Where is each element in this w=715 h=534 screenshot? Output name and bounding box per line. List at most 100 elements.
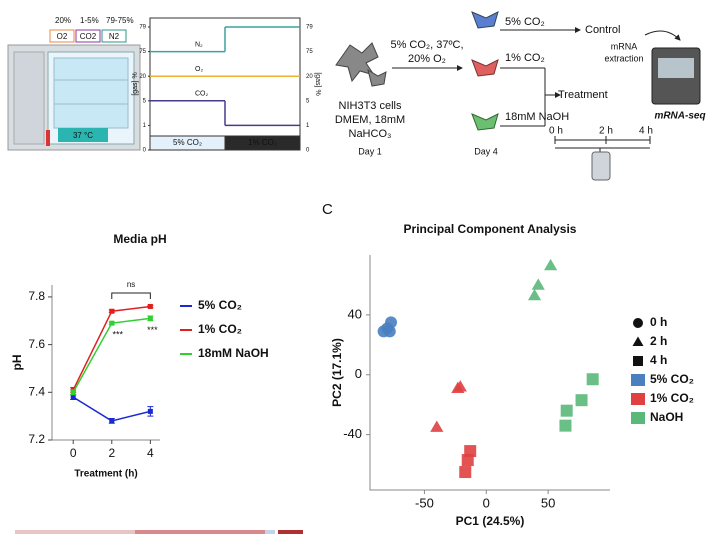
x-tick-label: 2 <box>108 446 115 460</box>
y-tick-label: 20 <box>139 74 146 80</box>
legend-label: 0 h <box>650 315 667 329</box>
chart-title: Principal Component Analysis <box>404 222 577 236</box>
data-point <box>383 325 396 338</box>
y2-tick-label: 75 <box>306 49 313 55</box>
workflow-arrows <box>392 27 681 155</box>
y-tick-label: 1 <box>143 123 147 129</box>
y-tick-label: 7.2 <box>28 432 45 446</box>
legend-label: 1% CO₂ <box>198 322 242 336</box>
legend-shape <box>632 336 644 346</box>
y-tick-label: 7.4 <box>28 384 45 398</box>
data-point <box>147 408 153 414</box>
legend-label: 1% CO₂ <box>650 391 694 405</box>
y-tick-label: 7.8 <box>28 289 45 303</box>
x-tick-label: 5% CO₂ <box>173 138 202 147</box>
x-tick-label: 4 <box>147 446 154 460</box>
y2-tick-label: 5 <box>306 98 310 104</box>
data-point <box>147 303 153 309</box>
condition-bar <box>224 135 301 151</box>
axis-line <box>369 255 610 491</box>
heatmap-strip <box>15 530 303 534</box>
y2-tick-label: 0 <box>306 148 310 154</box>
control-label: Control <box>585 24 620 36</box>
legend-label: NaOH <box>650 410 683 424</box>
legend-swatch <box>631 412 645 424</box>
legend-shape <box>633 318 643 328</box>
ph-meter <box>591 151 611 181</box>
time-label: 4 h <box>639 126 653 137</box>
data-line <box>72 396 151 422</box>
annotation: *** <box>113 330 124 340</box>
y-axis-label: PC2 (17.1%) <box>330 338 344 407</box>
data-point <box>461 454 474 467</box>
gas-label: CO2 <box>80 32 97 41</box>
flask-drawings <box>471 11 499 131</box>
cells-label: NIH3T3 cells <box>339 100 402 112</box>
annotation: *** <box>147 325 158 335</box>
data-point <box>586 373 599 386</box>
percent-label: 1-5% <box>80 16 99 25</box>
data-point <box>109 418 115 424</box>
series-label: O₂ <box>195 66 203 73</box>
branch-label: 1% CO₂ <box>505 52 545 64</box>
legend-label: 5% CO₂ <box>198 298 242 312</box>
percent-label: 20% <box>55 16 71 25</box>
data-point <box>459 466 472 479</box>
annotation: ns <box>127 280 135 289</box>
data-point <box>430 420 444 432</box>
sequencer-screen <box>658 58 694 78</box>
legend-shape <box>633 356 643 366</box>
data-point <box>109 308 115 314</box>
temperature: 37 °C <box>73 131 93 140</box>
x-axis-label: PC1 (24.5%) <box>456 514 525 528</box>
data-point <box>70 389 76 395</box>
legend-label: 5% CO₂ <box>650 372 694 386</box>
x-axis-label: Treatment (h) <box>74 469 137 480</box>
y2-tick-label: 20 <box>306 74 313 80</box>
y-tick-label: 79 <box>139 25 146 31</box>
cells-label: DMEM, 18mM <box>335 114 405 126</box>
y-tick-label: 7.6 <box>28 337 45 351</box>
gas-box <box>49 29 75 43</box>
data-point <box>544 258 558 271</box>
cells-label: NaHCO₃ <box>349 128 392 140</box>
significance-bracket <box>111 292 151 299</box>
y2-tick-label: 79 <box>306 25 313 31</box>
y-axis-label: pH <box>10 355 24 371</box>
data-point <box>451 381 465 394</box>
cells-drawing <box>335 42 387 87</box>
data-line <box>72 305 151 391</box>
x-tick-label: 50 <box>541 495 555 510</box>
legend-label: 4 h <box>650 353 667 367</box>
branch-label: 18mM NaOH <box>505 111 569 123</box>
data-point <box>531 278 545 290</box>
panel-label: C <box>322 201 333 218</box>
y-tick-label: 5 <box>143 98 147 104</box>
x-tick-label: 0 <box>70 446 77 460</box>
series-label: N₂ <box>195 41 203 48</box>
branch-label: 5% CO₂ <box>505 16 545 28</box>
day-label: Day 4 <box>474 146 498 156</box>
gas-label: O2 <box>57 32 68 41</box>
y-axis-label: [gas] % <box>132 72 139 95</box>
y2-axis-label: [gas] % <box>314 72 321 95</box>
seq-label: mRNA-seq <box>654 111 705 122</box>
data-point <box>575 394 588 407</box>
culture-label: 5% CO₂, 37ºC, <box>390 39 463 51</box>
y-tick-label: 0 <box>355 366 362 381</box>
legend-swatch <box>631 374 645 386</box>
culture-label: 20% O₂ <box>408 53 446 65</box>
y-tick-label: -40 <box>343 426 362 441</box>
y-tick-label: 40 <box>348 306 362 321</box>
extraction-label: extraction <box>604 53 643 63</box>
data-point <box>109 320 115 326</box>
x-tick-label: -50 <box>415 495 434 510</box>
data-point <box>560 404 573 417</box>
time-label: 0 h <box>549 126 563 137</box>
chart-title: Media pH <box>113 232 166 246</box>
extraction-label: mRNA <box>611 41 638 51</box>
legend-label: 18mM NaOH <box>198 346 269 360</box>
data-point <box>147 315 153 321</box>
data-point <box>70 394 76 400</box>
